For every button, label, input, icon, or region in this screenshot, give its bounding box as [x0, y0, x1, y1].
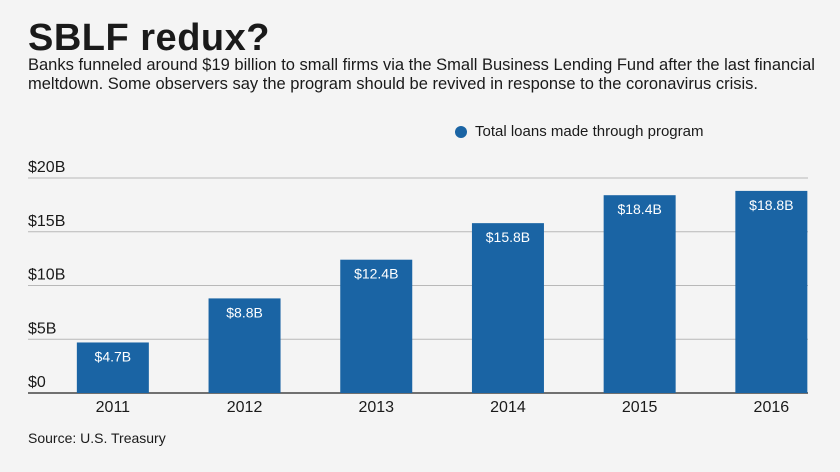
- y-tick-label: $5B: [28, 320, 56, 337]
- bar-2014: [471, 223, 544, 393]
- chart-title: SBLF redux?: [28, 17, 270, 59]
- data-label: $15.8B: [486, 229, 530, 245]
- bar-2011: [76, 342, 149, 393]
- legend: Total loans made through program: [455, 123, 703, 140]
- x-tick-label: 2015: [622, 399, 658, 416]
- x-tick-label: 2013: [358, 399, 394, 416]
- bar-2015: [603, 195, 676, 393]
- x-tick-label: 2012: [227, 399, 263, 416]
- x-axis-labels: 2011 2012 2013 2014 2015 2016: [96, 399, 790, 416]
- y-tick-label: $20B: [28, 159, 65, 176]
- data-label: $4.7B: [95, 348, 132, 364]
- y-tick-label: $10B: [28, 267, 65, 284]
- data-label: $18.4B: [617, 201, 661, 217]
- data-label: $18.8B: [749, 197, 793, 213]
- x-tick-label: 2011: [96, 399, 131, 416]
- bar-2012: [208, 298, 281, 393]
- bar-2013: [340, 259, 413, 393]
- bars: $4.7B $8.8B $12.4B $15.8B $18.4B $18.8B: [76, 190, 808, 393]
- y-tick-label: $0: [28, 374, 46, 391]
- data-label: $8.8B: [226, 304, 263, 320]
- gridlines: [28, 177, 808, 394]
- y-axis-labels: $0 $5B $10B $15B $20B: [28, 159, 65, 391]
- data-label: $12.4B: [354, 266, 398, 282]
- legend-label: Total loans made through program: [475, 123, 704, 140]
- x-tick-label: 2014: [490, 399, 526, 416]
- chart-subtitle: Banks funneled around $19 billion to sma…: [28, 56, 815, 93]
- x-tick-label: 2016: [754, 399, 790, 416]
- source-note: Source: U.S. Treasury: [28, 430, 166, 446]
- legend-marker: [455, 125, 467, 138]
- bar-2016: [735, 190, 808, 393]
- y-tick-label: $15B: [28, 213, 65, 230]
